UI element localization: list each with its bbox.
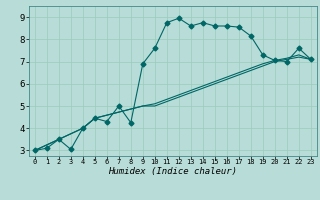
X-axis label: Humidex (Indice chaleur): Humidex (Indice chaleur) <box>108 167 237 176</box>
